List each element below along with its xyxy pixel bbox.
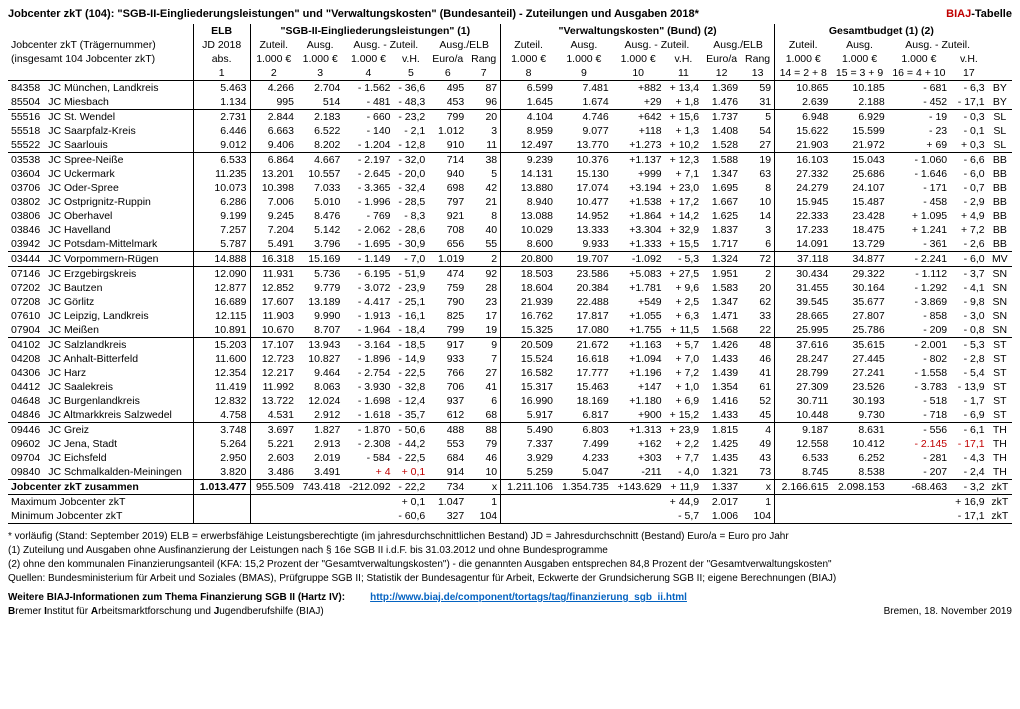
- footnotes: * vorläufig (Stand: September 2019) ELB …: [8, 530, 1012, 585]
- table-row: 04102JC Salzlandkreis15.20317.10713.943-…: [8, 338, 1012, 353]
- table-row: 04846JC Altmarkkreis Salzwedel4.7584.531…: [8, 408, 1012, 423]
- table-row: 07208JC Görlitz16.68917.60713.189- 4.417…: [8, 295, 1012, 309]
- table-row: 55522JC Saarlouis9.0129.4068.202- 1.204-…: [8, 138, 1012, 153]
- summary-row: Jobcenter zkT zusammen1.013.477955.50974…: [8, 480, 1012, 495]
- table-row: 04412JC Saalekreis11.41911.9928.063- 3.9…: [8, 380, 1012, 394]
- table-row: 09446JC Greiz3.7483.6971.827- 1.870- 50,…: [8, 423, 1012, 438]
- table-row: 07610JC Leipzig, Landkreis12.11511.9039.…: [8, 309, 1012, 323]
- table-row: 07904JC Meißen10.89110.6708.707- 1.964- …: [8, 323, 1012, 338]
- table-row: 03604JC Uckermark11.23513.20110.557- 2.6…: [8, 167, 1012, 181]
- hdr-sgb: "SGB-II-Eingliederungsleistungen" (1): [250, 24, 501, 38]
- table-row: 04306JC Harz12.35412.2179.464- 2.754- 22…: [8, 366, 1012, 380]
- brand: BIAJ-Tabelle: [946, 8, 1012, 20]
- table-row: 04648JC Burgenlandkreis12.83213.72212.02…: [8, 394, 1012, 408]
- table-row: 03846JC Havelland7.2577.2045.142- 2.062-…: [8, 223, 1012, 237]
- biaj-link[interactable]: http://www.biaj.de/component/tortags/tag…: [370, 592, 687, 603]
- table-row: 03444JC Vorpommern-Rügen14.88816.31815.1…: [8, 252, 1012, 267]
- summary-row: Minimum Jobcenter zkT- 60,6327104- 5,71.…: [8, 509, 1012, 524]
- table-row: 84358JC München, Landkreis5.4634.2662.70…: [8, 81, 1012, 96]
- table-row: 03802JC Ostprignitz-Ruppin6.2867.0065.01…: [8, 195, 1012, 209]
- table-row: 55516JC St. Wendel2.7312.8442.183- 660- …: [8, 110, 1012, 125]
- data-table: ELB "SGB-II-Eingliederungsleistungen" (1…: [8, 24, 1012, 524]
- link-row: Weitere BIAJ-Informationen zum Thema Fin…: [8, 591, 1012, 604]
- table-row: 03806JC Oberhavel9.1999.2458.476- 769- 8…: [8, 209, 1012, 223]
- table-row: 09840JC Schmalkalden-Meiningen3.8203.486…: [8, 465, 1012, 480]
- summary-row: Maximum Jobcenter zkT+ 0,11.0471+ 44,92.…: [8, 495, 1012, 510]
- hdr-vk: "Verwaltungskosten" (Bund) (2): [501, 24, 775, 38]
- table-row: 07146JC Erzgebirgskreis12.09011.9315.736…: [8, 267, 1012, 282]
- title-bar: Jobcenter zkT (104): "SGB-II-Eingliederu…: [8, 8, 1012, 20]
- date: Bremen, 18. November 2019: [884, 606, 1012, 617]
- table-row: 03942JC Potsdam-Mittelmark5.7875.4913.79…: [8, 237, 1012, 252]
- table-row: 85504JC Miesbach1.134995514- 481- 48,345…: [8, 95, 1012, 110]
- table-row: 07202JC Bautzen12.87712.8529.779- 3.072-…: [8, 281, 1012, 295]
- hdr-elb: ELB: [193, 24, 250, 38]
- table-row: 55518JC Saarpfalz-Kreis6.4466.6636.522- …: [8, 124, 1012, 138]
- table-row: 09602JC Jena, Stadt5.2645.2212.913- 2.30…: [8, 437, 1012, 451]
- page-title: Jobcenter zkT (104): "SGB-II-Eingliederu…: [8, 8, 699, 20]
- table-row: 09704JC Eichsfeld2.9502.6032.019- 584- 2…: [8, 451, 1012, 465]
- bottom-row: Bremer Institut für Arbeitsmarktforschun…: [8, 606, 1012, 617]
- table-row: 04208JC Anhalt-Bitterfeld11.60012.72310.…: [8, 352, 1012, 366]
- table-row: 03538JC Spree-Neiße6.5336.8644.667- 2.19…: [8, 153, 1012, 168]
- hdr-gb: Gesamtbudget (1) (2): [775, 24, 988, 38]
- publisher: Bremer Institut für Arbeitsmarktforschun…: [8, 606, 324, 617]
- table-row: 03706JC Oder-Spree10.07310.3987.033- 3.3…: [8, 181, 1012, 195]
